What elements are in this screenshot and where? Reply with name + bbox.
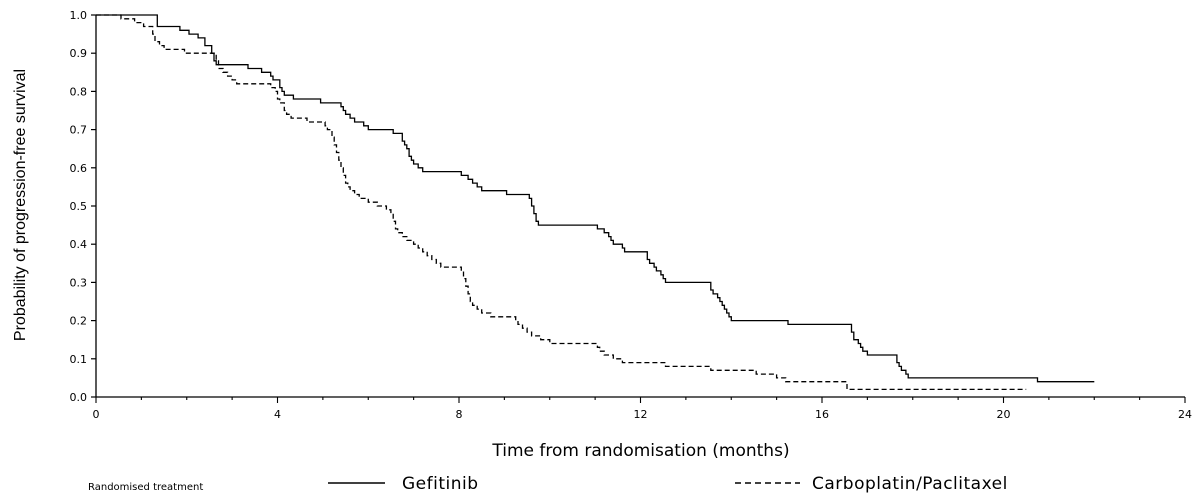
- series-line-gefitinib: [96, 14, 1095, 383]
- y-tick-label: 0.4: [70, 238, 88, 251]
- series-layer: [96, 14, 1095, 391]
- x-tick-label: 4: [274, 408, 281, 421]
- x-axis-title: Time from randomisation (months): [491, 441, 789, 461]
- x-tick-label: 20: [997, 408, 1011, 421]
- x-tick-label: 12: [634, 408, 648, 421]
- x-tick-label: 0: [93, 408, 100, 421]
- x-tick-label: 24: [1178, 408, 1192, 421]
- y-tick-label: 0.8: [70, 85, 88, 98]
- x-tick-label: 8: [456, 408, 463, 421]
- y-tick-label: 0.5: [70, 200, 88, 213]
- y-tick-label: 1.0: [70, 9, 88, 22]
- x-tick-label: 16: [815, 408, 829, 421]
- y-tick-label: 0.3: [70, 276, 88, 289]
- legend-title: Randomised treatment: [88, 482, 203, 493]
- y-tick-label: 0.9: [70, 47, 88, 60]
- legend-label-carboplatin: Carboplatin/Paclitaxel: [812, 474, 1008, 494]
- y-tick-label: 0.0: [70, 391, 88, 404]
- legend: Randomised treatment Gefitinib Carboplat…: [88, 474, 1008, 494]
- y-axis-title: Probability of progression-free survival: [12, 69, 29, 341]
- y-tick-label: 0.6: [70, 162, 88, 175]
- y-tick-label: 0.1: [70, 353, 88, 366]
- series-line-carboplatin-paclitaxel: [96, 14, 1027, 391]
- y-tick-label: 0.2: [70, 315, 88, 328]
- axes: 0.0 0.1 0.2 0.3 0.4 0.5 0.6 0.7 0.8 0.9 1.0 0 4 8 12 16…: [70, 9, 1193, 421]
- legend-label-gefitinib: Gefitinib: [402, 474, 479, 494]
- y-tick-label: 0.7: [70, 124, 88, 137]
